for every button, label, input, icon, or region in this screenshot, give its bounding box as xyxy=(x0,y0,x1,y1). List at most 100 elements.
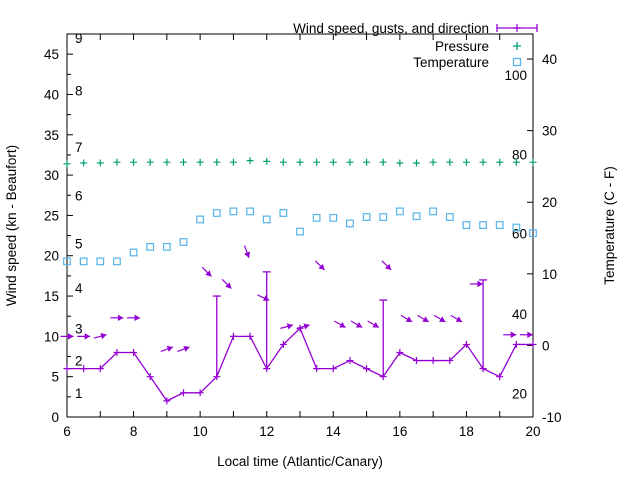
x-tick-label: 10 xyxy=(193,424,208,439)
y-tick-label: 45 xyxy=(44,47,59,62)
pressure-point xyxy=(213,158,221,166)
pressure-point xyxy=(446,158,454,166)
pressure-point xyxy=(113,158,121,166)
wind-direction-arrow xyxy=(280,323,294,330)
pressure-point xyxy=(429,158,437,166)
temperature-point xyxy=(495,221,504,229)
fahrenheit-label: 80 xyxy=(512,147,527,162)
legend-label-wind: Wind speed, gusts, and direction xyxy=(293,21,489,36)
x-tick-label: 12 xyxy=(259,424,274,439)
temperature-point xyxy=(79,257,88,266)
temperature-point xyxy=(162,242,171,251)
wind-direction-arrow xyxy=(201,266,212,277)
wind-speed-point xyxy=(180,389,187,397)
wind-speed-point xyxy=(346,357,354,365)
legend-marker-pressure xyxy=(513,42,521,50)
wind-direction-arrow xyxy=(400,314,413,323)
wind-direction-arrow xyxy=(417,314,430,323)
y2-tick-label: 40 xyxy=(542,52,557,67)
pressure-point xyxy=(229,158,237,166)
wind-speed-point xyxy=(512,340,520,348)
wind-direction-arrow xyxy=(503,331,517,338)
wind-speed-point xyxy=(496,373,504,381)
wind-direction-arrow xyxy=(127,314,141,322)
y2-tick-label: 10 xyxy=(542,267,557,282)
beaufort-label: 8 xyxy=(75,83,83,98)
temperature-point xyxy=(179,238,188,246)
pressure-point xyxy=(163,158,171,166)
y2-tick-label: 0 xyxy=(542,338,550,353)
temperature-point xyxy=(445,213,454,221)
wind-speed-point xyxy=(146,373,154,381)
wind-speed-point xyxy=(279,340,287,348)
wind-direction-arrow xyxy=(381,260,392,271)
pressure-point xyxy=(196,158,204,166)
x-tick-label: 16 xyxy=(392,424,407,439)
wind-speed-point xyxy=(263,365,271,373)
beaufort-label: 4 xyxy=(75,281,83,296)
wind-speed-point xyxy=(63,365,71,373)
wind-speed-point xyxy=(163,397,171,405)
beaufort-label: 1 xyxy=(75,386,83,401)
wind-direction-arrow xyxy=(334,320,346,329)
wind-speed-line xyxy=(67,327,533,402)
temperature-point xyxy=(96,257,105,266)
y-tick-label: 10 xyxy=(44,329,59,344)
wind-direction-arrow xyxy=(314,260,325,271)
beaufort-label: 2 xyxy=(75,354,83,369)
pressure-point xyxy=(146,158,154,166)
pressure-point xyxy=(496,158,504,166)
pressure-point xyxy=(263,157,271,165)
pressure-point xyxy=(180,158,187,166)
pressure-point xyxy=(346,158,354,166)
temperature-point xyxy=(329,213,338,222)
pressure-point xyxy=(313,158,321,166)
y2-tick-label: 20 xyxy=(542,195,557,210)
beaufort-label: 7 xyxy=(75,140,83,155)
pressure-point xyxy=(80,159,88,167)
temperature-point xyxy=(429,207,438,216)
pressure-point xyxy=(462,158,470,166)
temperature-point xyxy=(196,215,205,224)
fahrenheit-label: 20 xyxy=(512,386,527,401)
wind-speed-point xyxy=(462,340,470,348)
wind-speed-point xyxy=(379,373,387,381)
temperature-point xyxy=(346,219,354,228)
temperature-point xyxy=(479,221,487,229)
y2-axis-title: Temperature (C - F) xyxy=(602,166,617,285)
temperature-point xyxy=(279,209,288,217)
legend-label-temperature: Temperature xyxy=(413,55,489,70)
wind-direction-arrow xyxy=(60,333,74,340)
wind-direction-arrow xyxy=(296,323,310,330)
wind-direction-arrow xyxy=(350,320,363,329)
pressure-point xyxy=(363,158,371,166)
temperature-point xyxy=(379,213,388,221)
pressure-point xyxy=(529,158,537,166)
wind-direction-arrow xyxy=(450,314,463,323)
temperature-point xyxy=(129,248,138,257)
wind-speed-point xyxy=(113,348,121,356)
wind-speed-point xyxy=(396,348,404,356)
temperature-point xyxy=(412,212,421,221)
legend-label-pressure: Pressure xyxy=(435,39,489,54)
wind-direction-arrow xyxy=(519,331,533,338)
x-axis-title: Local time (Atlantic/Canary) xyxy=(217,454,383,469)
y2-tick-label: 30 xyxy=(542,124,557,139)
pressure-point xyxy=(479,158,487,166)
wind-speed-point xyxy=(429,357,437,365)
wind-direction-arrow xyxy=(469,280,483,288)
wind-direction-arrow xyxy=(221,278,232,289)
y-tick-label: 20 xyxy=(44,249,59,264)
legend-marker-wind xyxy=(513,24,521,32)
y-axis-title: Wind speed (kn - Beaufort) xyxy=(4,145,19,306)
y-tick-label: 25 xyxy=(44,208,59,223)
wind-speed-point xyxy=(246,332,254,340)
pressure-point xyxy=(279,158,287,166)
wind-speed-point xyxy=(229,332,237,340)
temperature-point xyxy=(63,257,71,266)
beaufort-label: 5 xyxy=(75,237,83,252)
wind-speed-point xyxy=(313,365,321,373)
pressure-point xyxy=(413,159,420,167)
